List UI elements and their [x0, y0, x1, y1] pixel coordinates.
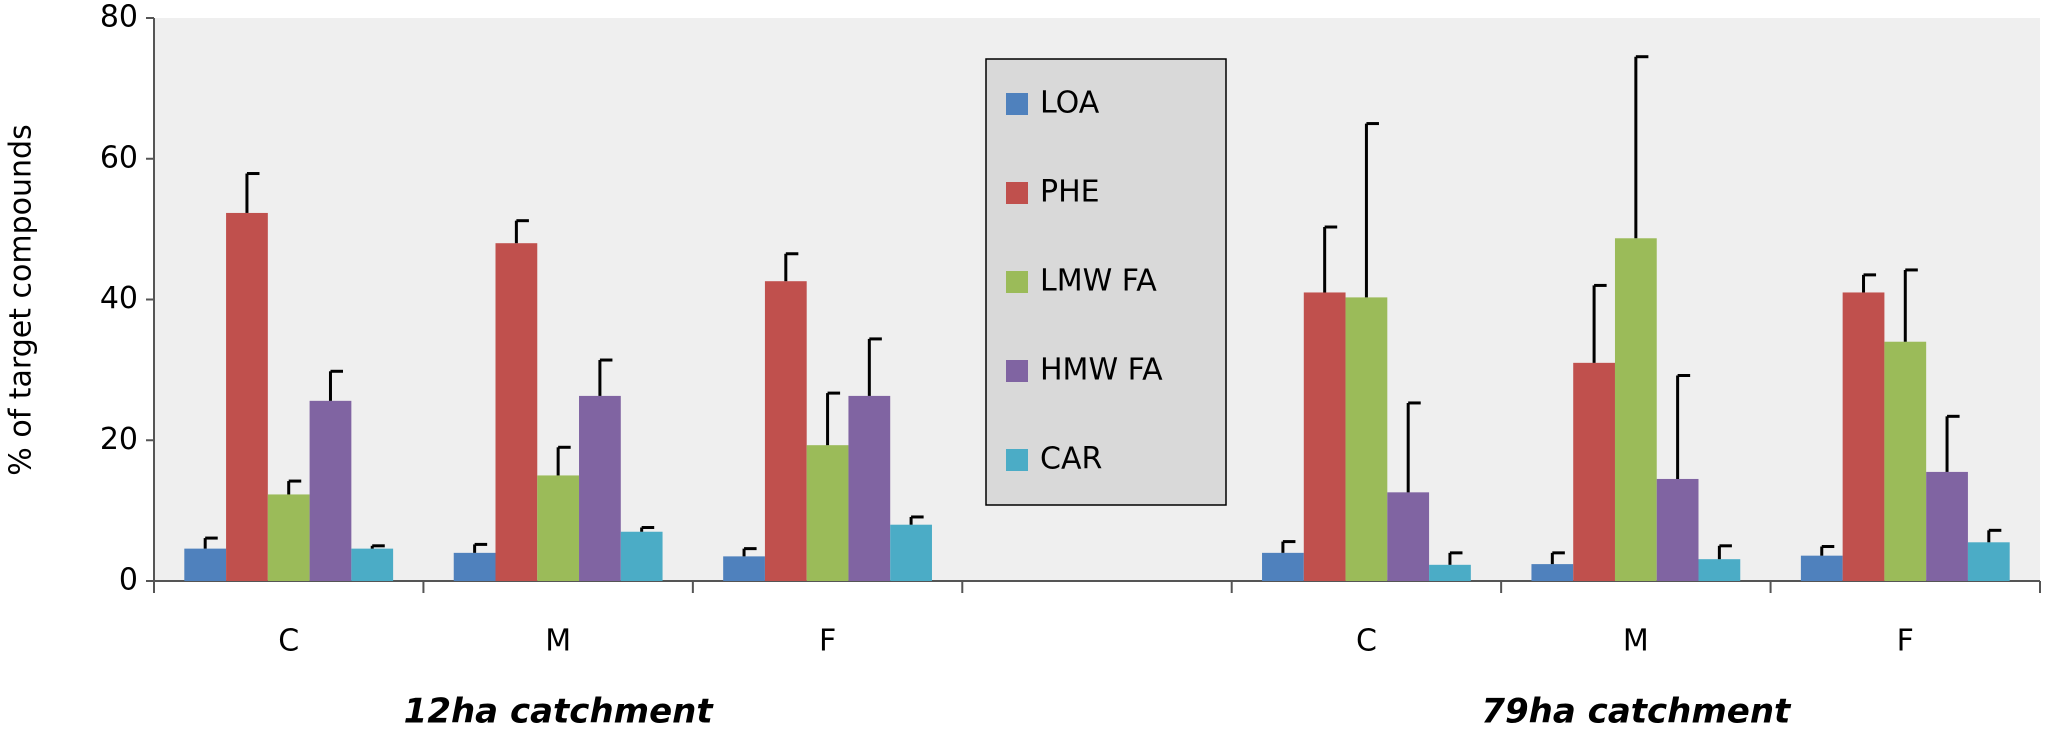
- legend-swatch: [1006, 271, 1028, 293]
- bar: [1303, 292, 1346, 581]
- x-tick-label: F: [819, 624, 836, 659]
- bar: [1345, 297, 1388, 581]
- bar: [1614, 238, 1657, 581]
- bar: [537, 475, 580, 581]
- error-bar: [245, 172, 260, 213]
- bar: [1531, 564, 1574, 581]
- error-bar: [1820, 545, 1835, 556]
- bar: [453, 552, 496, 581]
- bar: [764, 281, 807, 581]
- y-tick-label: 80: [100, 0, 138, 35]
- y-tick-label: 0: [119, 563, 138, 598]
- bar: [495, 243, 538, 581]
- bar: [226, 212, 268, 581]
- bar: [848, 395, 891, 581]
- x-tick-label: C: [1356, 624, 1377, 659]
- error-bar: [370, 544, 385, 549]
- error-bar: [640, 526, 655, 532]
- legend-swatch: [1006, 93, 1028, 115]
- error-bar: [742, 547, 757, 557]
- bar: [1656, 478, 1699, 581]
- legend-label: PHE: [1040, 175, 1100, 210]
- bar: [620, 531, 663, 581]
- bar: [1967, 542, 2010, 581]
- error-bar: [1987, 528, 2002, 543]
- legend-swatch: [1006, 182, 1028, 204]
- group-label: 79ha catchment: [1481, 692, 1792, 732]
- error-bar: [1364, 122, 1379, 298]
- y-tick-label: 60: [100, 140, 138, 175]
- bar: [351, 548, 394, 581]
- x-tick-label: M: [545, 624, 571, 659]
- legend-label: HMW FA: [1040, 353, 1163, 388]
- legend-label: LOA: [1040, 86, 1100, 121]
- error-bar: [1448, 551, 1463, 565]
- x-tick-label: M: [1623, 624, 1649, 659]
- bar: [806, 445, 849, 581]
- error-bar: [1945, 414, 1960, 472]
- bar: [1387, 492, 1430, 581]
- error-bar: [826, 391, 841, 446]
- bar: [184, 548, 227, 581]
- error-bar: [1862, 273, 1877, 293]
- bar: [1573, 362, 1615, 581]
- error-bar: [867, 337, 882, 396]
- error-bar: [556, 445, 571, 476]
- error-bar: [287, 479, 302, 495]
- error-bar: [473, 542, 488, 553]
- bar: [309, 400, 352, 581]
- bar: [1842, 292, 1885, 581]
- bar: [1429, 564, 1471, 581]
- y-tick-label: 20: [100, 422, 138, 457]
- bar: [890, 524, 932, 581]
- error-bar: [328, 369, 344, 401]
- legend-label: LMW FA: [1040, 264, 1157, 299]
- error-bar: [1634, 55, 1649, 239]
- error-bar: [1592, 283, 1607, 363]
- bar: [267, 494, 310, 581]
- x-tick-label: F: [1897, 624, 1914, 659]
- error-bar: [1550, 551, 1565, 565]
- x-tick-label: C: [278, 624, 299, 659]
- error-bar: [598, 358, 613, 396]
- error-bar: [909, 515, 924, 525]
- error-bar: [1717, 544, 1732, 560]
- y-tick-label: 40: [100, 281, 138, 316]
- error-bar: [1281, 540, 1296, 553]
- legend-label: CAR: [1040, 442, 1102, 477]
- legend-swatch: [1006, 449, 1028, 471]
- error-bar: [1323, 225, 1338, 293]
- legend-swatch: [1006, 360, 1028, 382]
- bar: [1884, 341, 1927, 581]
- bar: [1800, 555, 1843, 581]
- bar: [1926, 471, 1968, 581]
- error-bar: [514, 219, 529, 244]
- error-bar: [1676, 374, 1691, 479]
- bar: [1262, 552, 1304, 581]
- error-bar: [1903, 268, 1918, 342]
- bar: [579, 395, 621, 581]
- y-axis-label: % of target compounds: [4, 124, 39, 475]
- error-bar: [784, 252, 799, 282]
- group-label: 12ha catchment: [404, 692, 715, 732]
- bar: [723, 556, 765, 581]
- error-bar: [1406, 401, 1421, 493]
- bar: [1698, 559, 1741, 581]
- error-bar: [203, 536, 218, 549]
